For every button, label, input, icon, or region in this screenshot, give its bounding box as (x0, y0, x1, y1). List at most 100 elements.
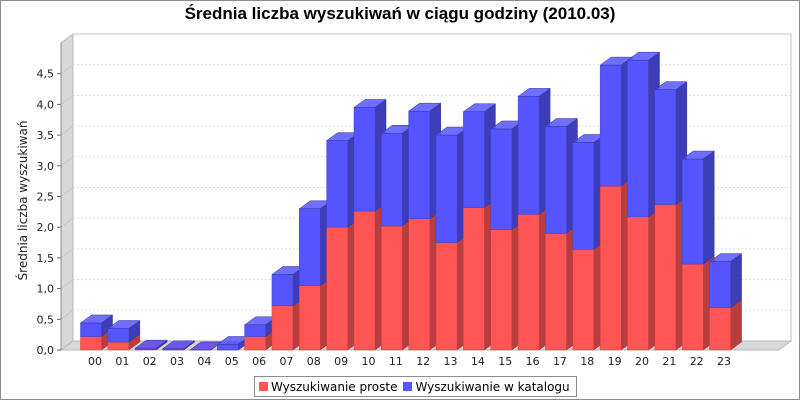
bar-front (435, 134, 458, 243)
x-tick-label: 06 (252, 355, 266, 368)
bar-07-series-1 (271, 265, 305, 307)
x-tick-label: 13 (444, 355, 458, 368)
bar-front (490, 128, 512, 230)
bar-front (517, 96, 540, 215)
x-tick-label: 23 (717, 355, 731, 368)
bar-front (709, 261, 731, 308)
bar-top (681, 150, 715, 160)
grid-line-wall (60, 64, 74, 75)
bar-front (627, 216, 649, 351)
x-tick-label: 15 (498, 355, 512, 368)
x-tick-label: 21 (662, 355, 676, 368)
bar-02-series-1 (134, 339, 168, 350)
bar-22-series-1 (681, 150, 715, 265)
bar-side (702, 150, 715, 265)
bar-front (408, 218, 430, 351)
bar-top (626, 51, 661, 61)
legend-item-simple-search: Wyszukiwanie proste (259, 380, 397, 394)
bar-front (681, 158, 704, 265)
bar-23-series-1 (708, 253, 743, 309)
bar-front (545, 233, 567, 351)
bar-top (407, 102, 442, 112)
y-tick-label: 2,0 (37, 221, 55, 234)
bar-00-series-1 (79, 314, 114, 337)
bar-front (271, 305, 294, 351)
bar-front (299, 208, 321, 286)
x-tick-label: 09 (334, 355, 348, 368)
legend-label-simple-search: Wyszukiwanie proste (271, 379, 398, 394)
bar-side (730, 299, 742, 351)
legend: Wyszukiwanie proste Wyszukiwanie w katal… (254, 376, 577, 397)
grid-lines (60, 64, 791, 320)
legend-swatch-catalog-search (403, 382, 413, 391)
grid-line-wall (60, 95, 74, 105)
bar-front (572, 142, 595, 250)
bar-top (654, 81, 688, 90)
x-tick-label: 04 (197, 355, 211, 368)
x-tick-label: 14 (471, 355, 485, 368)
bar-front (517, 214, 540, 351)
legend-item-catalog-search: Wyszukiwanie w katalogu (403, 379, 570, 394)
bar-top (79, 314, 114, 324)
bar-top (544, 118, 579, 127)
bar-front (545, 126, 567, 234)
x-tick-label: 00 (88, 355, 102, 368)
bar-front (299, 285, 321, 351)
bar-front (654, 89, 677, 205)
grid-line-wall (60, 248, 74, 259)
bar-front (107, 341, 130, 351)
bar-front (80, 322, 102, 337)
x-tick-label: 19 (608, 355, 622, 368)
bar-front (572, 249, 595, 351)
bar-front (271, 274, 294, 307)
grid-line-wall (60, 125, 74, 136)
bar-top (134, 339, 168, 349)
bar-front (353, 107, 376, 212)
y-ticks: 0,0 0,5 1,0 1,5 2,0 2,5 3,0 3,5 4,0 4,5 (37, 43, 62, 357)
bar-top (161, 340, 196, 350)
bar-front (490, 229, 512, 351)
x-tick-label: 16 (526, 355, 540, 368)
x-tick-label: 01 (115, 355, 129, 368)
bar-front (435, 242, 458, 351)
bar-top (107, 320, 141, 329)
bar-01-series-1 (107, 320, 141, 343)
bar-front (599, 185, 622, 351)
chart-title: Średnia liczba wyszukiwań w ciągu godzin… (184, 4, 616, 23)
x-tick-label: 02 (143, 355, 157, 368)
x-tick-label: 03 (170, 355, 184, 368)
x-tick-label: 07 (279, 355, 293, 368)
legend-swatch-simple-search (259, 382, 268, 391)
bar-front (463, 111, 485, 208)
y-tick-label: 0,0 (37, 344, 55, 357)
y-tick-label: 0,5 (37, 313, 55, 326)
y-tick-label: 1,5 (37, 252, 55, 265)
x-ticks: 00 01 02 03 04 05 06 07 08 09 10 11 12 13 14 15 16 17 18 19… (88, 355, 731, 368)
bar-front (244, 324, 266, 337)
bar-03-series-1 (161, 340, 196, 351)
bar-top (708, 253, 743, 262)
grid-line-wall (60, 279, 74, 290)
bar-front (381, 225, 403, 351)
y-tick-label: 4,5 (37, 68, 55, 81)
bar-front (463, 207, 485, 351)
x-tick-label: 08 (307, 355, 321, 368)
bar-front (217, 344, 239, 351)
bar-top (353, 99, 387, 108)
bar-front (709, 307, 731, 351)
x-tick-label: 17 (553, 355, 567, 368)
y-tick-label: 3,5 (37, 129, 55, 142)
grid-line-wall (60, 187, 74, 197)
grid-line-wall (60, 217, 74, 228)
x-tick-label: 22 (690, 355, 704, 368)
grid-line-wall (60, 309, 74, 320)
bar-front (681, 263, 704, 351)
bar-front (353, 210, 376, 351)
legend-label-catalog-search: Wyszukiwanie w katalogu (415, 379, 570, 394)
x-tick-label: 11 (389, 355, 403, 368)
y-tick-label: 4,0 (37, 98, 55, 111)
bar-front (326, 226, 348, 351)
bar-front (381, 133, 403, 227)
bar-front (326, 140, 348, 228)
